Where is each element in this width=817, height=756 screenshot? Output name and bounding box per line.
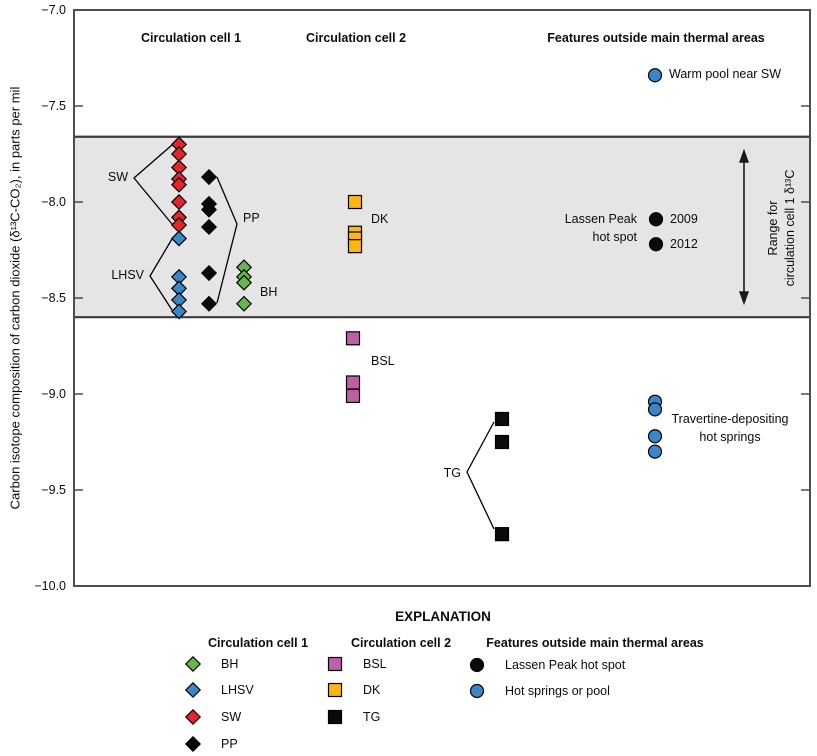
pp-label: PP xyxy=(243,211,260,225)
band-range-label-line2: circulation cell 1 δ¹³C xyxy=(783,169,797,287)
legend-label-bsl: BSL xyxy=(363,657,387,671)
legend-marker-hot-springs-or-pool xyxy=(469,683,485,699)
pp-marker xyxy=(200,168,218,186)
legend-marker-pp xyxy=(184,735,202,753)
legend-label-bh: BH xyxy=(221,657,239,671)
legend-label-hot-springs-or-pool: Hot springs or pool xyxy=(505,684,610,698)
legend-label-lassen-peak-hot-spot: Lassen Peak hot spot xyxy=(505,658,626,672)
dk-marker xyxy=(347,239,363,254)
y-tick-label: −8.0 xyxy=(41,195,66,209)
lassen-peak-hot-spot-value-label: 2009 xyxy=(670,212,698,227)
range-arrow-head-top xyxy=(739,148,749,163)
travertine-depositing-hot-springs-marker xyxy=(647,444,663,459)
band-range-label: Range for circulation cell 1 δ¹³C xyxy=(765,170,799,287)
bh-marker xyxy=(235,274,253,291)
range-arrow-head-bottom xyxy=(739,291,749,306)
lhsv-marker xyxy=(170,230,188,247)
legend-label-lhsv: LHSV xyxy=(221,683,254,697)
tg-connector xyxy=(466,421,495,530)
travertine-depositing-hot-springs-marker xyxy=(647,402,663,417)
pp-connector xyxy=(216,176,238,304)
explanation-title: EXPLANATION xyxy=(395,609,491,624)
lhsv-marker xyxy=(170,303,188,320)
sw-marker xyxy=(170,193,188,211)
legend-label-sw: SW xyxy=(221,710,242,724)
band-range-label-line1: Range for xyxy=(766,200,780,256)
legend-marker-bh xyxy=(184,655,202,673)
legend-marker-tg xyxy=(327,709,343,725)
cell1-range-band xyxy=(75,136,809,318)
bsl-marker xyxy=(345,388,361,404)
y-tick-label: −9.0 xyxy=(41,387,66,401)
y-tick-label: −8.5 xyxy=(41,291,66,305)
group-header-circulation-cell-1: Circulation cell 1 xyxy=(140,31,242,45)
dk-marker xyxy=(347,194,363,210)
travertine-depositing-hot-springs-marker xyxy=(647,429,663,444)
legend-header-circulation-cell-2: Circulation cell 2 xyxy=(350,636,452,650)
legend-header-circulation-cell-1: Circulation cell 1 xyxy=(207,636,309,650)
pp-marker xyxy=(200,201,218,218)
warm-pool-near-sw-label: Warm pool near SW xyxy=(669,67,782,81)
sw-marker xyxy=(170,176,188,193)
lassen-peak-hot-spot-value-label: 2012 xyxy=(670,237,698,252)
travertine-depositing-hot-springs-label: Travertine-depositing hot springs xyxy=(671,412,789,444)
lassen-peak-hot-spot-marker xyxy=(648,212,664,227)
tg-label: TG xyxy=(443,466,461,480)
legend-marker-dk xyxy=(327,682,343,698)
sw-label: SW xyxy=(107,170,128,184)
legend-header-features-outside-main-thermal-areas: Features outside main thermal areas xyxy=(486,636,704,650)
group-header-circulation-cell-2: Circulation cell 2 xyxy=(305,31,407,45)
tg-marker xyxy=(494,411,510,427)
tg-marker xyxy=(494,527,510,542)
bsl-label: BSL xyxy=(371,354,395,368)
plot-frame xyxy=(73,9,811,587)
warm-pool-near-sw-marker xyxy=(647,68,663,83)
sw-connector xyxy=(133,144,173,225)
bh-label: BH xyxy=(260,285,278,299)
lassen-peak-hot-spot-marker xyxy=(648,237,664,252)
lhsv-connector xyxy=(149,238,173,311)
bsl-marker xyxy=(345,331,361,346)
legend-marker-lassen-peak-hot-spot xyxy=(469,657,485,673)
legend-label-tg: TG xyxy=(363,710,381,724)
y-axis-title: Carbon isotope composition of carbon dio… xyxy=(7,86,23,510)
y-tick-label: −7.0 xyxy=(41,3,66,17)
pp-marker xyxy=(200,295,218,312)
legend-marker-sw xyxy=(184,708,202,726)
legend-marker-lhsv xyxy=(184,681,202,699)
y-tick-label: −10.0 xyxy=(34,579,66,593)
legend-marker-bsl xyxy=(327,656,343,672)
pp-marker xyxy=(200,218,218,236)
legend-label-pp: PP xyxy=(221,737,238,751)
dk-label: DK xyxy=(371,212,389,226)
y-tick-label: −9.5 xyxy=(41,483,66,497)
tg-marker xyxy=(494,434,510,450)
pp-marker xyxy=(200,264,218,282)
y-tick-label: −7.5 xyxy=(41,99,66,113)
group-header-features-outside-main-thermal-areas: Features outside main thermal areas xyxy=(547,31,765,45)
lhsv-label: LHSV xyxy=(111,268,144,282)
bh-marker xyxy=(235,295,253,312)
legend-label-dk: DK xyxy=(363,683,381,697)
lassen-peak-hot-spot-label: Lassen Peak hot spot xyxy=(564,212,637,244)
